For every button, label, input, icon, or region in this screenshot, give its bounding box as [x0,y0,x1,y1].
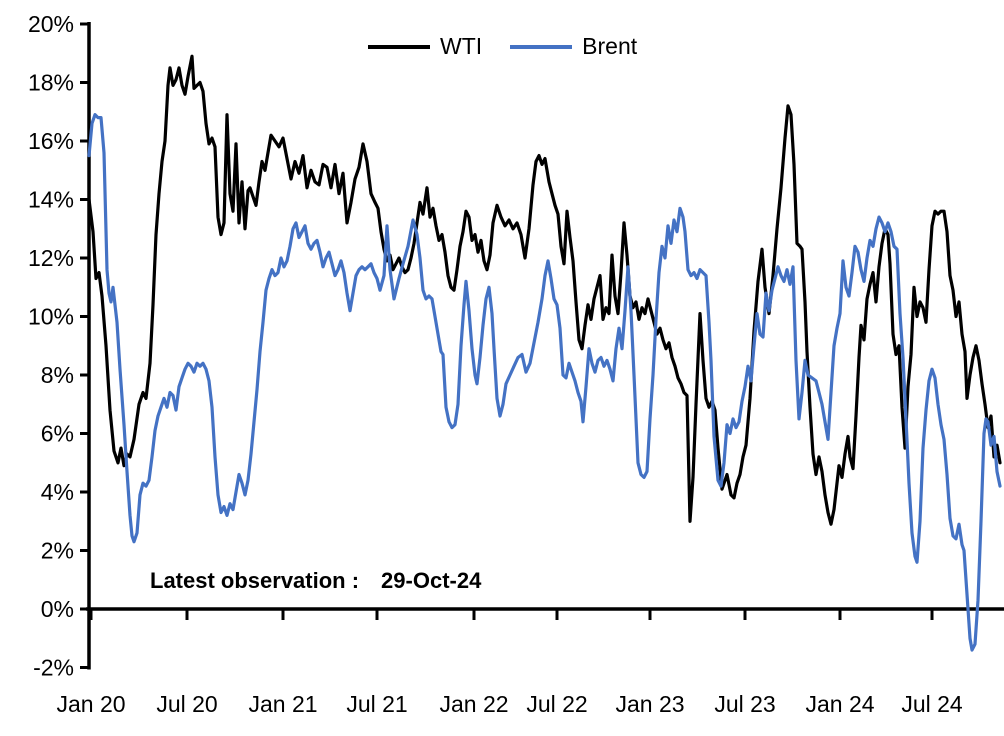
x-tick-label: Jul 20 [156,691,217,717]
series-line-brent [87,113,1002,652]
y-tick-label: 18% [28,70,74,96]
latest-observation-label: Latest observation : [150,568,360,593]
legend-item-wti: WTI [368,33,482,60]
y-tick-label: 0% [41,596,74,622]
y-tick-label: -2% [33,655,74,681]
x-tick-label: Jan 24 [805,691,874,717]
y-tick-label: 2% [41,538,74,564]
latest-observation-date: 29-Oct-24 [381,568,482,593]
y-tick-label: 12% [28,245,74,271]
brent-line-swatch [510,44,573,49]
x-tick-label: Jan 22 [439,691,508,717]
legend-label-brent: Brent [582,33,638,59]
x-tick-label: Jan 20 [56,691,125,717]
x-tick-label: Jul 24 [901,691,963,717]
y-tick-label: 20% [28,11,74,37]
latest-observation-annotation: Latest observation : 29-Oct-24 [150,568,481,594]
y-tick-label: 6% [41,421,74,447]
chart-legend: WTI Brent [368,33,637,60]
x-tick-label: Jan 23 [615,691,684,717]
series-line-wti [87,54,1002,526]
x-tick-label: Jan 21 [248,691,317,717]
y-tick-label: 16% [28,128,74,154]
y-tick-label: 14% [28,187,74,213]
wti-line-swatch [368,44,430,49]
legend-item-brent: Brent [510,33,637,60]
legend-label-wti: WTI [440,33,483,59]
x-tick-label: Jul 23 [714,691,775,717]
x-tick-label: Jul 21 [346,691,407,717]
y-tick-label: 8% [41,362,74,388]
x-tick-label: Jul 22 [526,691,587,717]
y-tick-label: 4% [41,479,74,505]
y-tick-label: 10% [28,304,74,330]
